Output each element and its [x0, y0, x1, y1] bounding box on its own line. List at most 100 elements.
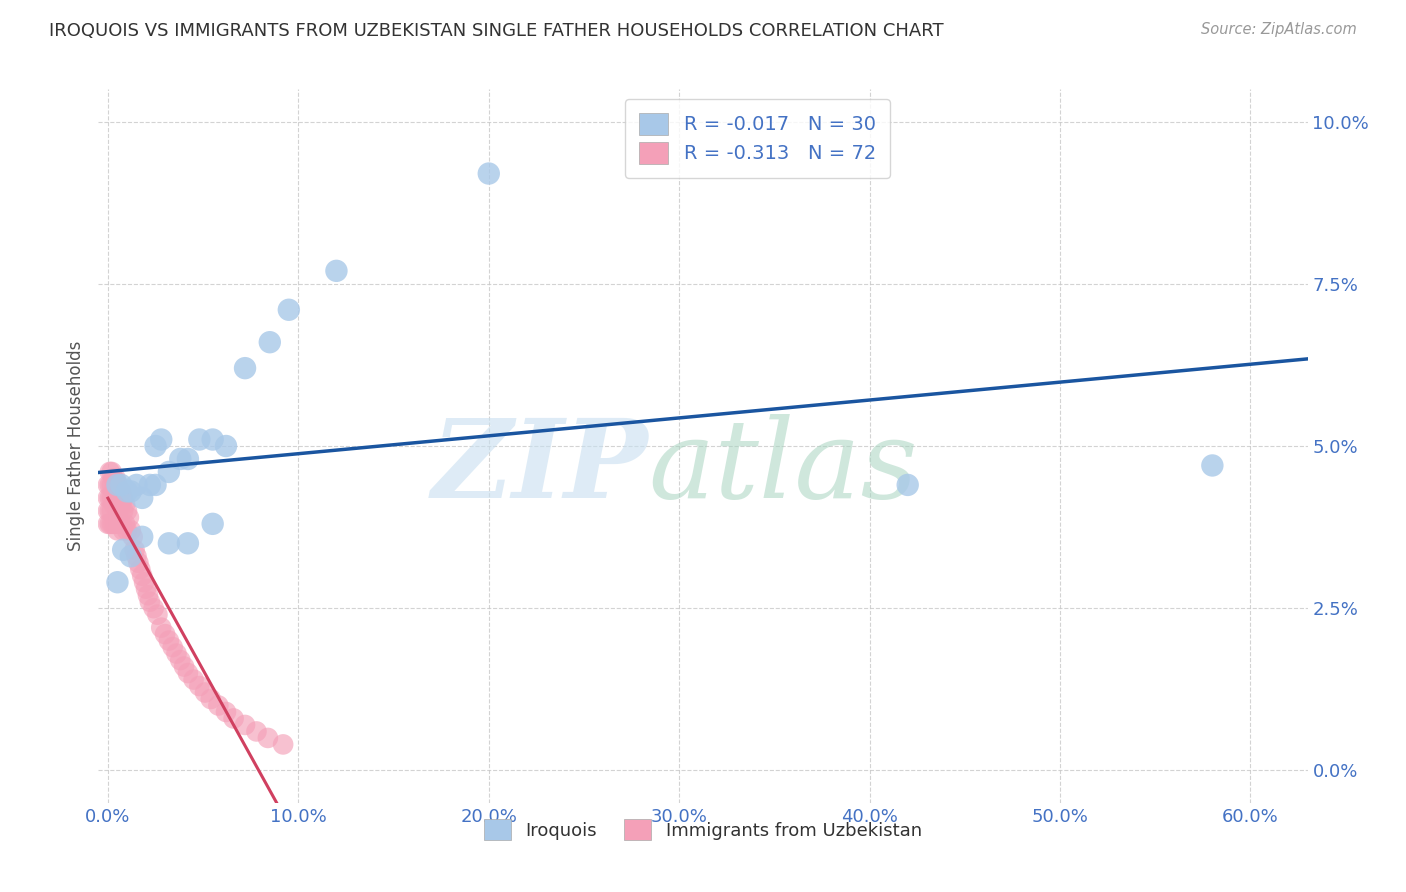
Point	[134, 575, 156, 590]
Point	[183, 673, 205, 687]
Y-axis label: Single Father Households: Single Father Households	[67, 341, 86, 551]
Point	[177, 536, 200, 550]
Point	[120, 484, 142, 499]
Point	[98, 491, 121, 505]
Point	[139, 595, 162, 609]
Point	[157, 536, 180, 550]
Point	[103, 497, 125, 511]
Point	[103, 484, 125, 499]
Point	[108, 484, 131, 499]
Point	[98, 504, 121, 518]
Point	[169, 452, 191, 467]
Point	[1201, 458, 1223, 473]
Point	[125, 478, 148, 492]
Text: ZIP: ZIP	[432, 414, 648, 521]
Point	[112, 504, 135, 518]
Point	[107, 478, 129, 492]
Point	[162, 640, 184, 654]
Point	[107, 491, 129, 505]
Point	[108, 497, 131, 511]
Point	[271, 738, 294, 752]
Point	[110, 516, 132, 531]
Point	[97, 478, 120, 492]
Point	[112, 524, 135, 538]
Point	[115, 524, 138, 538]
Point	[201, 433, 224, 447]
Point	[215, 705, 238, 719]
Point	[177, 452, 200, 467]
Point	[125, 549, 148, 564]
Point	[222, 711, 245, 725]
Point	[153, 627, 176, 641]
Point	[146, 607, 169, 622]
Point	[150, 433, 173, 447]
Point	[145, 478, 167, 492]
Point	[120, 549, 142, 564]
Point	[110, 484, 132, 499]
Point	[100, 491, 122, 505]
Point	[104, 516, 127, 531]
Point	[107, 575, 129, 590]
Point	[173, 659, 195, 673]
Point	[98, 465, 121, 479]
Point	[131, 491, 153, 505]
Text: atlas: atlas	[648, 414, 918, 521]
Point	[98, 478, 121, 492]
Point	[118, 510, 141, 524]
Point	[127, 556, 149, 570]
Point	[145, 439, 167, 453]
Point	[142, 601, 165, 615]
Point	[103, 516, 125, 531]
Point	[121, 530, 143, 544]
Point	[259, 335, 281, 350]
Point	[157, 465, 180, 479]
Point	[897, 478, 920, 492]
Point	[115, 504, 138, 518]
Point	[112, 542, 135, 557]
Point	[166, 647, 188, 661]
Point	[177, 666, 200, 681]
Point	[194, 685, 217, 699]
Point	[325, 264, 347, 278]
Point	[104, 471, 127, 485]
Point	[200, 692, 222, 706]
Point	[207, 698, 229, 713]
Point	[107, 504, 129, 518]
Point	[129, 562, 152, 576]
Point	[107, 478, 129, 492]
Point	[135, 582, 157, 596]
Point	[100, 478, 122, 492]
Point	[233, 361, 256, 376]
Point	[136, 588, 159, 602]
Point	[114, 497, 136, 511]
Point	[233, 718, 256, 732]
Point	[110, 497, 132, 511]
Point	[97, 504, 120, 518]
Point	[120, 524, 142, 538]
Point	[103, 471, 125, 485]
Point	[110, 478, 132, 492]
Point	[131, 530, 153, 544]
Point	[108, 516, 131, 531]
Point	[139, 478, 162, 492]
Point	[215, 439, 238, 453]
Point	[188, 433, 211, 447]
Point	[478, 167, 501, 181]
Text: IROQUOIS VS IMMIGRANTS FROM UZBEKISTAN SINGLE FATHER HOUSEHOLDS CORRELATION CHAR: IROQUOIS VS IMMIGRANTS FROM UZBEKISTAN S…	[49, 22, 943, 40]
Point	[107, 524, 129, 538]
Legend: Iroquois, Immigrants from Uzbekistan: Iroquois, Immigrants from Uzbekistan	[477, 812, 929, 847]
Point	[112, 491, 135, 505]
Point	[115, 484, 138, 499]
Point	[201, 516, 224, 531]
Point	[157, 633, 180, 648]
Point	[104, 484, 127, 499]
Point	[277, 302, 299, 317]
Point	[104, 497, 127, 511]
Point	[169, 653, 191, 667]
Point	[114, 516, 136, 531]
Point	[124, 542, 146, 557]
Point	[97, 516, 120, 531]
Point	[100, 465, 122, 479]
Point	[100, 504, 122, 518]
Point	[97, 491, 120, 505]
